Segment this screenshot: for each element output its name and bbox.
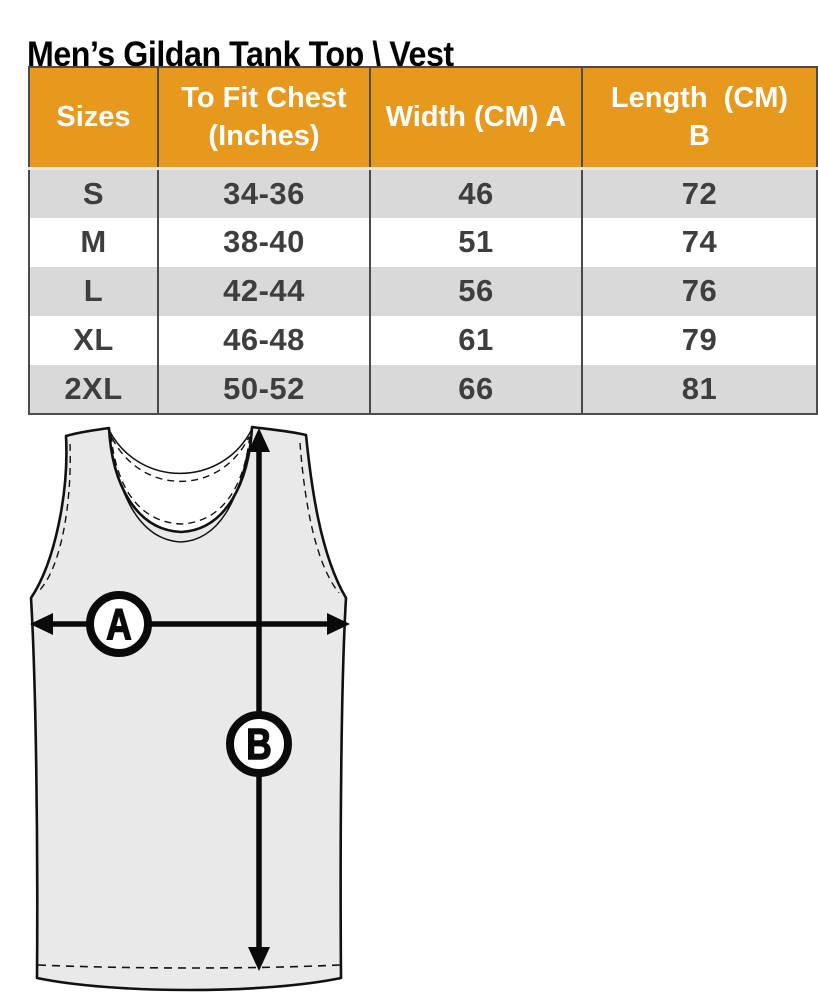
cell-length: 74 — [581, 217, 817, 267]
table-row-2xl: 2XL 50-52 66 81 — [29, 364, 817, 414]
tank-top-outline — [29, 425, 348, 992]
table-row-m: M 38-40 51 74 — [29, 217, 817, 267]
armhole-stitching — [37, 442, 340, 594]
cell-length: 81 — [581, 364, 817, 414]
cell-length: 76 — [581, 266, 817, 316]
cell-width: 66 — [369, 364, 582, 414]
cell-width: 61 — [369, 315, 582, 365]
col-header-length: Length (CM) B — [581, 67, 817, 169]
cell-length: 72 — [581, 168, 817, 218]
cell-chest: 42-44 — [157, 266, 370, 316]
cell-size: 2XL — [64, 370, 123, 406]
cell-width: 46 — [369, 168, 582, 218]
cell-size: XL — [73, 322, 114, 357]
cell-width: 56 — [369, 266, 582, 316]
table-row-l: L 42-44 56 76 — [29, 266, 817, 316]
neckline-details — [108, 428, 253, 543]
width-label: A — [106, 600, 131, 649]
table-row-s: S 34-36 46 72 — [29, 168, 817, 218]
cell-size: S — [82, 175, 105, 211]
length-label: B — [246, 720, 271, 769]
cell-chest: 50-52 — [157, 364, 370, 414]
cell-size: M — [80, 224, 107, 259]
col-header-width: Width (CM) A — [369, 67, 582, 169]
hem-stitching — [37, 964, 341, 969]
length-label-badge: B — [226, 711, 292, 777]
tank-top-measurement-diagram: A B — [24, 422, 358, 1004]
cell-chest: 38-40 — [157, 217, 370, 267]
cell-size: L — [83, 273, 104, 308]
col-header-sizes: Sizes — [29, 67, 158, 169]
table-row-xl: XL 46-48 61 79 — [29, 315, 817, 365]
cell-chest: 46-48 — [157, 315, 370, 365]
cell-length: 79 — [581, 315, 817, 365]
size-chart-table: Sizes To Fit Chest (Inches) Width (CM) A… — [28, 66, 818, 415]
width-label-badge: A — [86, 591, 152, 657]
table-header: Sizes To Fit Chest (Inches) Width (CM) A… — [29, 67, 817, 169]
cell-width: 51 — [369, 217, 582, 267]
col-header-chest: To Fit Chest (Inches) — [157, 67, 370, 169]
cell-chest: 34-36 — [157, 168, 370, 218]
length-measure-arrow — [248, 428, 270, 971]
